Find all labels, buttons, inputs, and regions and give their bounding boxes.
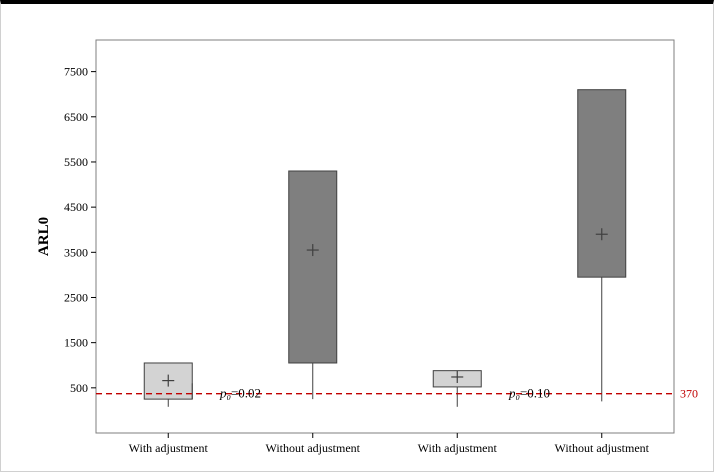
y-tick-label: 4500 xyxy=(64,200,88,214)
x-category-label: Without adjustment xyxy=(265,441,360,455)
box-4 xyxy=(577,89,627,278)
y-tick-label: 1500 xyxy=(64,336,88,350)
y-tick-label: 2500 xyxy=(64,290,88,304)
y-tick-label: 7500 xyxy=(64,65,88,79)
box-2 xyxy=(288,170,338,364)
reference-line-label: 370 xyxy=(680,387,698,401)
p-annotation-2: p₀=0.10 xyxy=(508,386,550,401)
x-category-label: With adjustment xyxy=(129,441,209,455)
x-category-label: Without adjustment xyxy=(554,441,649,455)
p-annotation-1: p₀=0.02 xyxy=(219,386,261,401)
y-tick-label: 500 xyxy=(70,381,88,395)
y-axis-label: ARL0 xyxy=(36,217,52,256)
y-tick-label: 5500 xyxy=(64,155,88,169)
y-tick-label: 6500 xyxy=(64,110,88,124)
plot-area xyxy=(95,39,675,434)
x-category-label: With adjustment xyxy=(418,441,498,455)
y-tick-label: 3500 xyxy=(64,245,88,259)
